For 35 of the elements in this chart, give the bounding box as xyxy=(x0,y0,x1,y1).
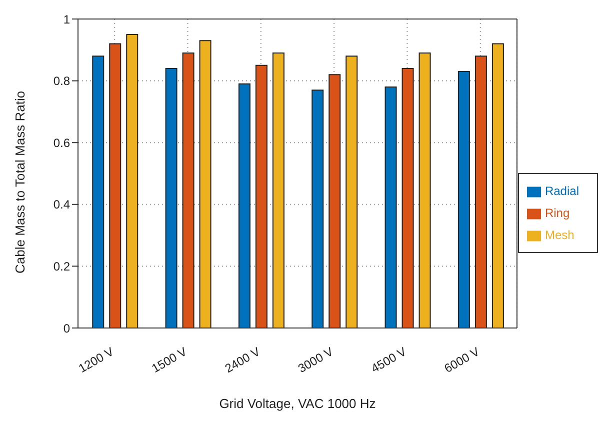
bar xyxy=(458,71,470,328)
bar xyxy=(492,43,504,328)
bar xyxy=(402,68,414,328)
x-axis-title: Grid Voltage, VAC 1000 Hz xyxy=(219,396,376,411)
bar xyxy=(126,34,138,328)
bar xyxy=(238,83,250,328)
bar xyxy=(109,43,122,328)
y-tick-label: 0.4 xyxy=(53,198,70,212)
y-tick-label: 1 xyxy=(63,12,70,26)
x-tick-label: 1500 V xyxy=(149,344,190,376)
x-tick-label: 1200 V xyxy=(76,344,116,376)
bar xyxy=(346,56,358,328)
y-tick-label: 0.6 xyxy=(53,136,70,150)
x-tick-label: 4500 V xyxy=(368,344,409,376)
bar xyxy=(199,40,212,328)
y-axis-title: Cable Mass to Total Mass Ratio xyxy=(12,90,28,274)
y-tick-label: 0.8 xyxy=(53,74,70,88)
bar xyxy=(165,68,178,328)
legend-label: Ring xyxy=(544,206,570,220)
bar xyxy=(474,56,487,328)
bar xyxy=(182,52,194,328)
bar xyxy=(328,74,341,328)
y-tick-label: 0.2 xyxy=(53,259,70,274)
x-tick-label: 3000 V xyxy=(296,344,336,376)
bar xyxy=(255,64,268,328)
bar xyxy=(384,86,397,328)
x-tick-label: 2400 V xyxy=(222,344,262,376)
x-tick-label: 6000 V xyxy=(442,344,482,376)
y-tick-label: 0 xyxy=(63,321,70,336)
bar xyxy=(272,52,284,328)
bar xyxy=(418,52,431,328)
bar xyxy=(312,90,324,328)
bar xyxy=(92,56,104,328)
legend-label: Mesh xyxy=(544,228,574,242)
legend-label: Radial xyxy=(544,184,579,198)
